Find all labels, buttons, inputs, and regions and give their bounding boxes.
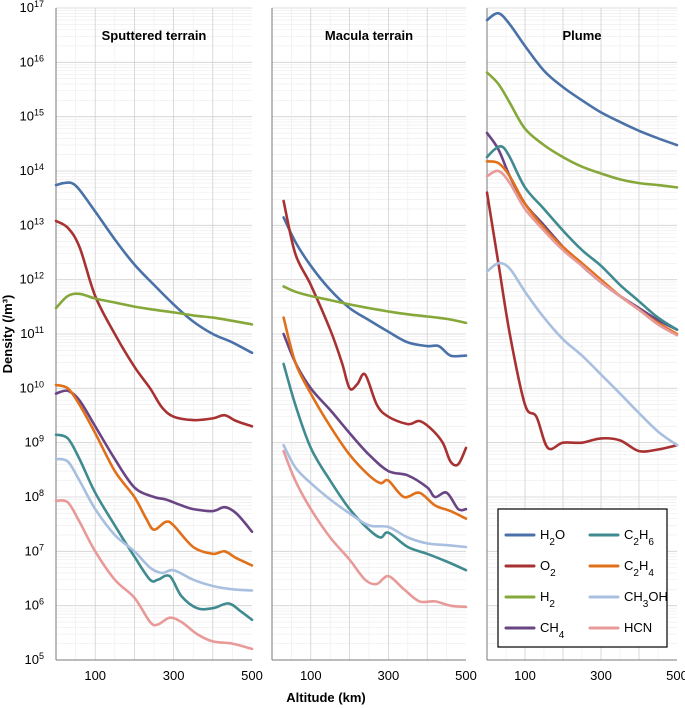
series-line-c2h4-panel-1 [54,383,254,567]
y-tick-label: 1014 [20,162,44,178]
legend-label-o2: O2 [540,558,556,579]
series-layer [54,11,679,651]
series-line-o2-panel-1 [54,219,254,428]
series-line-h2o-panel-3 [485,11,679,147]
axis-layer [55,8,677,661]
y-tick-label: 105 [25,651,44,667]
legend-label-hcn: HCN [624,620,652,635]
legend-label-h2: H2 [540,589,555,610]
series-line-ch3oh-panel-3 [485,261,679,447]
y-tick-label: 106 [25,597,44,613]
series-line-ch3oh-panel-2 [282,443,468,549]
series-line-h2o-panel-2 [282,216,468,358]
x-tick-label: 100 [300,668,322,683]
y-tick-label: 1011 [20,325,44,341]
legend-label-c2h4: C2H4 [624,558,654,579]
series-line-o2-panel-2 [282,199,468,467]
x-axis-label: Altitude (km) [286,690,365,705]
legend-label-ch3oh: CH3OH [624,589,668,610]
series-line-h2-panel-1 [54,292,254,326]
x-tick-label: 300 [590,668,612,683]
series-line-h2-panel-3 [485,71,679,189]
series-line-hcn-panel-2 [282,449,468,609]
x-tick-label: 500 [455,668,477,683]
x-tick-label: 300 [163,668,185,683]
legend-label-ch4: CH4 [540,620,565,641]
series-line-c2h6-panel-2 [282,362,468,572]
series-line-h2o-panel-1 [54,181,254,355]
y-tick-label: 1012 [20,271,44,287]
legend-label-h2o: H2O [540,527,565,548]
panel-title: Macula terrain [325,28,413,43]
y-tick-label: 107 [25,542,44,558]
y-tick-label: 1015 [20,108,44,124]
series-line-ch3oh-panel-1 [54,457,254,592]
y-tick-label: 1017 [20,0,44,15]
legend: H2O C2H6 O2 C2H4 H2 CH3OH CH4 HCN [497,508,668,648]
x-tick-label: 100 [84,668,106,683]
series-line-ch4-panel-1 [54,389,254,533]
y-tick-label: 109 [25,434,44,450]
panel-title: Sputtered terrain [102,28,207,43]
series-line-hcn-panel-1 [54,499,254,651]
legend-box [497,508,668,648]
x-tick-label: 100 [514,668,536,683]
y-tick-label: 1013 [20,216,44,232]
series-line-o2-panel-3 [485,191,679,453]
series-line-c2h6-panel-1 [54,433,254,622]
series-line-ch4-panel-2 [282,332,468,512]
series-line-c2h4-panel-2 [282,316,468,520]
x-tick-label: 500 [241,668,263,683]
y-tick-label: 1010 [20,379,44,395]
y-tick-label: 108 [25,488,44,504]
y-axis-label: Density (/m³) [0,295,15,374]
legend-label-c2h6: C2H6 [624,527,654,548]
x-tick-label: 500 [666,668,685,683]
x-tick-label: 300 [378,668,400,683]
series-line-c2h6-panel-3 [485,145,679,331]
series-line-hcn-panel-3 [485,169,679,337]
series-line-h2-panel-2 [282,285,468,325]
panel-title: Plume [562,28,601,43]
y-tick-label: 1016 [20,53,44,69]
